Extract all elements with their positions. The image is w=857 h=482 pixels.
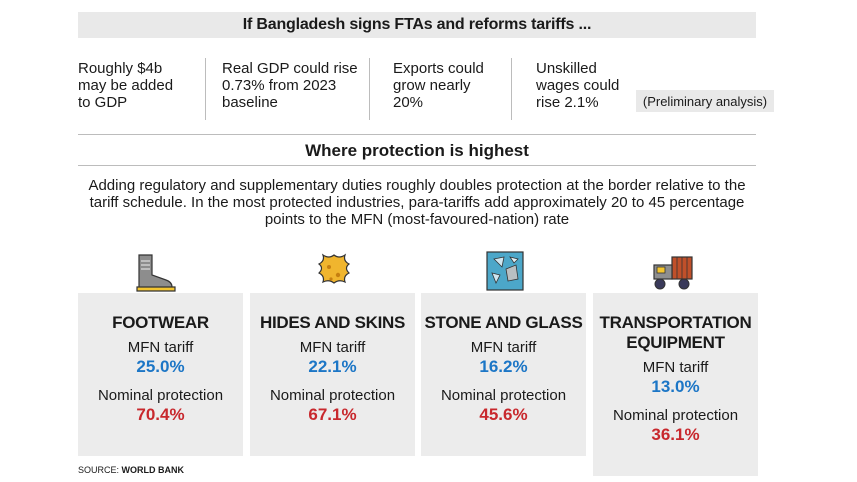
nominal-label: Nominal protection — [269, 387, 396, 404]
nominal-value: 36.1% — [651, 425, 700, 444]
nominal-value: 67.1% — [308, 405, 357, 424]
stat-exports: Exports could grow nearly 20% — [393, 60, 484, 111]
card-title: FOOTWEAR — [112, 313, 209, 332]
stat-gdp-added: Roughly $4b may be added to GDP — [78, 60, 174, 111]
title-banner: If Bangladesh signs FTAs and reforms tar… — [78, 12, 756, 38]
category-card-transportation: TRANSPORTATION EQUIPMENT MFN tariff 13.0… — [593, 293, 758, 476]
mfn-value: 13.0% — [651, 377, 700, 396]
stat-wages: Unskilled wages could rise 2.1% — [536, 60, 620, 111]
mfn-label: MFN tariff — [299, 339, 366, 356]
nominal-label: Nominal protection — [612, 407, 739, 424]
preliminary-label: (Preliminary analysis) — [642, 93, 768, 109]
card-title: STONE AND GLASS — [424, 313, 583, 332]
stat-real-gdp: Real GDP could rise 0.73% from 2023 base… — [222, 60, 358, 111]
divider — [78, 165, 756, 166]
source-name: WORLD BANK — [121, 465, 185, 475]
mfn-value: 25.0% — [136, 357, 185, 376]
nominal-label: Nominal protection — [440, 387, 567, 404]
section-description: Adding regulatory and supplementary duti… — [88, 177, 746, 228]
mfn-value: 22.1% — [308, 357, 357, 376]
category-card-hides: HIDES AND SKINS MFN tariff 22.1% Nominal… — [250, 293, 415, 456]
card-title: HIDES AND SKINS — [259, 313, 406, 332]
category-card-stone-glass: STONE AND GLASS MFN tariff 16.2% Nominal… — [421, 293, 586, 456]
mfn-label: MFN tariff — [470, 339, 537, 356]
page-title: If Bangladesh signs FTAs and reforms tar… — [242, 16, 592, 33]
stat-divider — [511, 58, 512, 120]
mfn-value: 16.2% — [479, 357, 528, 376]
category-card-footwear: FOOTWEAR MFN tariff 25.0% Nominal protec… — [78, 293, 243, 456]
nominal-label: Nominal protection — [97, 387, 224, 404]
stat-divider — [369, 58, 370, 120]
nominal-value: 45.6% — [479, 405, 528, 424]
boot-icon — [136, 254, 176, 292]
stat-divider — [205, 58, 206, 120]
source-note: SOURCE: WORLD BANK — [78, 465, 184, 475]
truck-icon — [653, 256, 693, 290]
source-prefix: SOURCE: — [78, 465, 122, 475]
preliminary-badge: (Preliminary analysis) — [636, 90, 774, 112]
stone-glass-icon — [486, 251, 524, 291]
hide-icon — [317, 253, 351, 284]
nominal-value: 70.4% — [136, 405, 185, 424]
mfn-label: MFN tariff — [642, 359, 709, 376]
card-title: TRANSPORTATION EQUIPMENT — [599, 313, 752, 352]
section-title: Where protection is highest — [305, 141, 529, 160]
divider — [78, 134, 756, 135]
mfn-label: MFN tariff — [127, 339, 194, 356]
